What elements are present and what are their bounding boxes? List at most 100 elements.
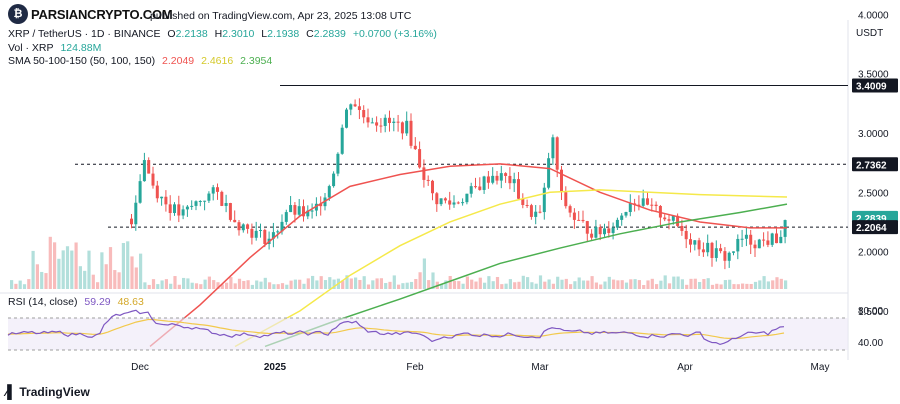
- volume-bar: [203, 279, 207, 289]
- rsi-label[interactable]: RSI (14, close): [8, 296, 78, 308]
- volume-bar: [242, 280, 246, 289]
- tradingview-brand: TradingView: [19, 384, 90, 399]
- candle-body: [336, 153, 340, 174]
- candle-body: [250, 228, 254, 238]
- candle-body: [319, 203, 323, 207]
- volume-bar: [702, 279, 706, 289]
- rsi-tick-label: 80.00: [858, 306, 883, 317]
- candle-body: [779, 236, 783, 244]
- volume-bar: [18, 280, 22, 289]
- tradingview-logo-icon: ⁄▌: [6, 384, 16, 399]
- candle-body: [684, 230, 688, 240]
- volume-bar: [586, 280, 590, 289]
- candle-body: [383, 117, 387, 127]
- candle-body: [276, 231, 280, 233]
- volume-bar: [444, 280, 448, 289]
- volume-bar: [762, 276, 766, 289]
- volume-bar: [207, 276, 211, 289]
- candle-body: [667, 219, 671, 221]
- parsiancrypto-logo-icon: ₿: [8, 4, 28, 24]
- candle-body: [370, 122, 374, 124]
- currency-label: USDT: [856, 28, 884, 39]
- volume-bar: [655, 284, 659, 289]
- candle-body: [663, 217, 667, 220]
- rsi-value: 59.29: [84, 296, 111, 308]
- volume-bar: [349, 278, 353, 289]
- volume-bar: [70, 250, 74, 289]
- volume-bar: [259, 281, 263, 289]
- volume-bars: [10, 236, 788, 289]
- volume-bar: [354, 277, 358, 289]
- candle-body: [155, 185, 159, 199]
- candle-body: [185, 206, 189, 210]
- candle-body: [572, 212, 576, 220]
- candle-body: [517, 179, 520, 199]
- volume-bar: [397, 284, 401, 289]
- candle-body: [499, 173, 503, 181]
- candle-body: [615, 219, 619, 228]
- volume-bar: [27, 279, 31, 289]
- candle-body: [710, 242, 714, 258]
- sma150-value: 2.3954: [240, 55, 273, 67]
- candle-body: [142, 160, 146, 182]
- candle-body: [375, 122, 379, 126]
- candle-body: [422, 167, 426, 180]
- candle-body: [181, 209, 185, 216]
- volume-label[interactable]: Vol · XRP: [8, 42, 54, 54]
- volume-bar: [233, 283, 237, 289]
- candle-body: [443, 198, 447, 201]
- sma100-line: [234, 189, 788, 348]
- volume-bar: [736, 284, 740, 289]
- candle-body: [736, 238, 740, 252]
- volume-bar: [564, 278, 568, 289]
- sma50-value: 2.2049: [162, 55, 195, 67]
- volume-bar: [280, 283, 285, 289]
- tradingview-logo[interactable]: ⁄▌ TradingView: [6, 384, 90, 399]
- volume-bar: [362, 276, 366, 289]
- volume-bar: [753, 281, 758, 289]
- candle-body: [400, 122, 404, 134]
- sma-label[interactable]: SMA 50-100-150 (50, 100, 150): [8, 55, 156, 67]
- volume-bar: [328, 277, 332, 289]
- volume-bar: [680, 279, 684, 289]
- candle-body: [654, 204, 658, 206]
- candle-body: [151, 173, 155, 186]
- candle-body: [564, 192, 568, 207]
- candle-body: [658, 205, 662, 218]
- candle-body: [418, 149, 422, 168]
- volume-bar: [40, 271, 44, 289]
- candle-body: [224, 203, 228, 206]
- candle-body: [366, 117, 370, 123]
- volume-bar: [543, 281, 547, 289]
- candle-body: [456, 202, 460, 204]
- candle-body: [594, 227, 598, 238]
- candle-body: [173, 204, 176, 214]
- volume-bar: [569, 284, 573, 289]
- volume-bar: [710, 284, 715, 289]
- volume-bar: [31, 250, 35, 289]
- candle-body: [431, 180, 434, 194]
- volume-bar: [87, 250, 91, 289]
- volume-bar: [551, 283, 555, 289]
- volume-bar: [728, 279, 732, 289]
- volume-bar: [663, 275, 667, 289]
- published-note: published on TradingView.com, Apr 23, 20…: [150, 10, 415, 22]
- price-label-box: [852, 220, 898, 235]
- volume-legend: Vol · XRP 124.88M: [8, 42, 105, 54]
- watermark-text: PARSIANCRYPTO.COM: [31, 6, 173, 22]
- volume-bar: [560, 279, 564, 289]
- volume-bar: [530, 282, 534, 289]
- symbol-label[interactable]: XRP / TetherUS · 1D · BINANCE: [8, 28, 161, 40]
- volume-bar: [229, 277, 233, 289]
- price-label-box: [852, 78, 898, 93]
- price-label-box: [852, 157, 898, 172]
- volume-bar: [616, 280, 620, 289]
- candle-body: [555, 137, 559, 170]
- volume-bar: [298, 279, 302, 289]
- volume-bar: [44, 273, 48, 289]
- volume-bar: [173, 276, 177, 289]
- price-label-text: 3.4009: [856, 81, 887, 92]
- candle-body: [744, 234, 748, 239]
- volume-bar: [646, 280, 650, 289]
